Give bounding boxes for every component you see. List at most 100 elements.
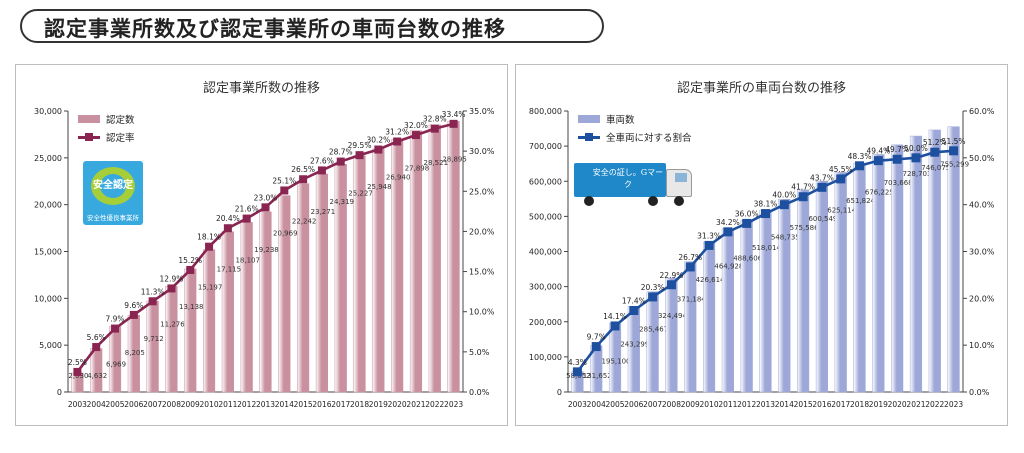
office-count-chart: 0 5,000 10,000 15,000 20,000 25,000 30,000 0.0%… — [34, 107, 495, 409]
bar-value-label: 703,668 — [884, 179, 913, 187]
bar — [146, 300, 159, 393]
chart-panel-offices: 認定事業所数の推移 0 5,000 10,000 15,000 20,000 25,000… — [15, 64, 508, 426]
left-tick-label: 25,000 — [34, 154, 62, 163]
line-value-label: 32.0% — [404, 121, 428, 130]
x-tick-label: 2022 — [425, 400, 444, 409]
line-point — [186, 265, 195, 274]
bar-value-label: 25,227 — [348, 190, 373, 198]
line-value-label: 5.6% — [87, 333, 106, 342]
bar-value-label: 24,319 — [329, 198, 354, 206]
x-tick-label: 2007 — [643, 400, 662, 409]
bar-value-label: 19,238 — [254, 246, 279, 254]
x-tick-label: 2020 — [388, 400, 407, 409]
bar-value-label: 6,969 — [106, 361, 126, 369]
x-tick-label: 2004 — [587, 400, 606, 409]
x-tick-label: 2009 — [181, 400, 200, 409]
x-tick-label: 2015 — [794, 400, 813, 409]
x-tick-label: 2004 — [87, 400, 106, 409]
x-tick-label: 2023 — [444, 400, 463, 409]
bar — [278, 195, 291, 393]
right-tick-label: 20.0% — [969, 294, 995, 303]
left-tick-label: 0 — [57, 388, 62, 397]
bar-value-label: 426,614 — [696, 276, 725, 284]
line-value-label: 14.1% — [603, 312, 627, 321]
bar-value-label: 2,030 — [68, 372, 88, 380]
bar — [928, 129, 941, 393]
x-tick-label: 2006 — [624, 400, 643, 409]
bar — [202, 249, 216, 393]
line-value-label: 48.3% — [848, 152, 872, 161]
line-point — [911, 153, 921, 163]
bar — [684, 261, 697, 393]
line-value-label: 21.6% — [235, 205, 259, 214]
bar — [409, 130, 423, 393]
legend-label: 認定数 — [106, 115, 135, 126]
bar — [646, 291, 659, 393]
bar — [184, 268, 197, 393]
left-tick-label: 0 — [557, 388, 562, 397]
x-tick-label: 2017 — [331, 400, 350, 409]
line-point — [167, 284, 176, 293]
truck-cab-icon — [666, 169, 692, 197]
line-value-label: 31.3% — [697, 231, 721, 240]
bar — [90, 348, 103, 393]
truck-cargo: 安全の証し。Gマーク — [574, 163, 666, 197]
bar — [665, 277, 678, 393]
line-value-label: 31.2% — [385, 128, 409, 137]
right-tick-label: 30.0% — [469, 147, 495, 156]
x-tick-label: 2021 — [906, 400, 925, 409]
line-point — [779, 200, 789, 210]
line-point — [817, 182, 827, 192]
safety-mark-logo: 安全認定 安全性優良事業所 — [83, 161, 143, 225]
line-value-label: 25.1% — [272, 176, 296, 185]
bar-value-label: 23,271 — [311, 208, 336, 216]
line-value-label: 26.5% — [291, 165, 315, 174]
x-tick-label: 2010 — [700, 400, 719, 409]
line-value-label: 29.5% — [348, 141, 372, 150]
bar-value-label: 27,898 — [405, 165, 430, 173]
line-value-label: 4.3% — [568, 358, 587, 367]
line-value-label: 49.7% — [885, 145, 909, 154]
line-point — [572, 367, 582, 377]
bar-value-label: 22,242 — [292, 218, 317, 226]
line-point — [393, 137, 402, 146]
bar — [240, 222, 253, 393]
legend-bar-swatch — [578, 115, 600, 123]
legend-item-line: 認定率 — [78, 128, 135, 146]
bar-value-label: 17,115 — [217, 266, 242, 274]
bar-value-label: 575,586 — [790, 224, 819, 232]
line-value-label: 9.7% — [587, 333, 606, 342]
legend-bar-swatch — [78, 115, 100, 123]
bar — [740, 220, 753, 393]
x-tick-label: 2021 — [406, 400, 425, 409]
bar — [627, 306, 640, 393]
line-value-label: 28.7% — [329, 148, 353, 157]
line-point — [261, 203, 270, 212]
left-tick-label: 100,000 — [529, 353, 562, 362]
x-tick-label: 2017 — [831, 400, 850, 409]
x-tick-label: 2019 — [369, 400, 388, 409]
line-value-label: 43.7% — [810, 173, 834, 182]
line-point — [223, 224, 232, 233]
line-point — [449, 119, 458, 128]
bar-value-label: 4,632 — [87, 372, 107, 380]
right-tick-label: 30.0% — [969, 248, 995, 257]
line-point — [430, 124, 439, 133]
left-tick-label: 20,000 — [34, 201, 62, 210]
legend-label: 車両数 — [606, 115, 635, 126]
x-tick-label: 2013 — [756, 400, 775, 409]
x-tick-label: 2006 — [124, 400, 143, 409]
line-point — [930, 147, 940, 157]
legend-line-swatch — [578, 131, 600, 143]
line-value-label: 40.0% — [772, 191, 796, 200]
line-point — [280, 186, 289, 195]
x-tick-label: 2014 — [275, 400, 294, 409]
right-tick-label: 50.0% — [969, 154, 995, 163]
line-value-label: 22.9% — [660, 271, 684, 280]
left-tick-label: 700,000 — [529, 142, 562, 151]
bar — [259, 211, 272, 393]
bar — [108, 326, 122, 393]
line-value-label: 20.4% — [216, 214, 240, 223]
x-tick-label: 2010 — [200, 400, 219, 409]
bar-value-label: 195,100 — [602, 357, 631, 365]
